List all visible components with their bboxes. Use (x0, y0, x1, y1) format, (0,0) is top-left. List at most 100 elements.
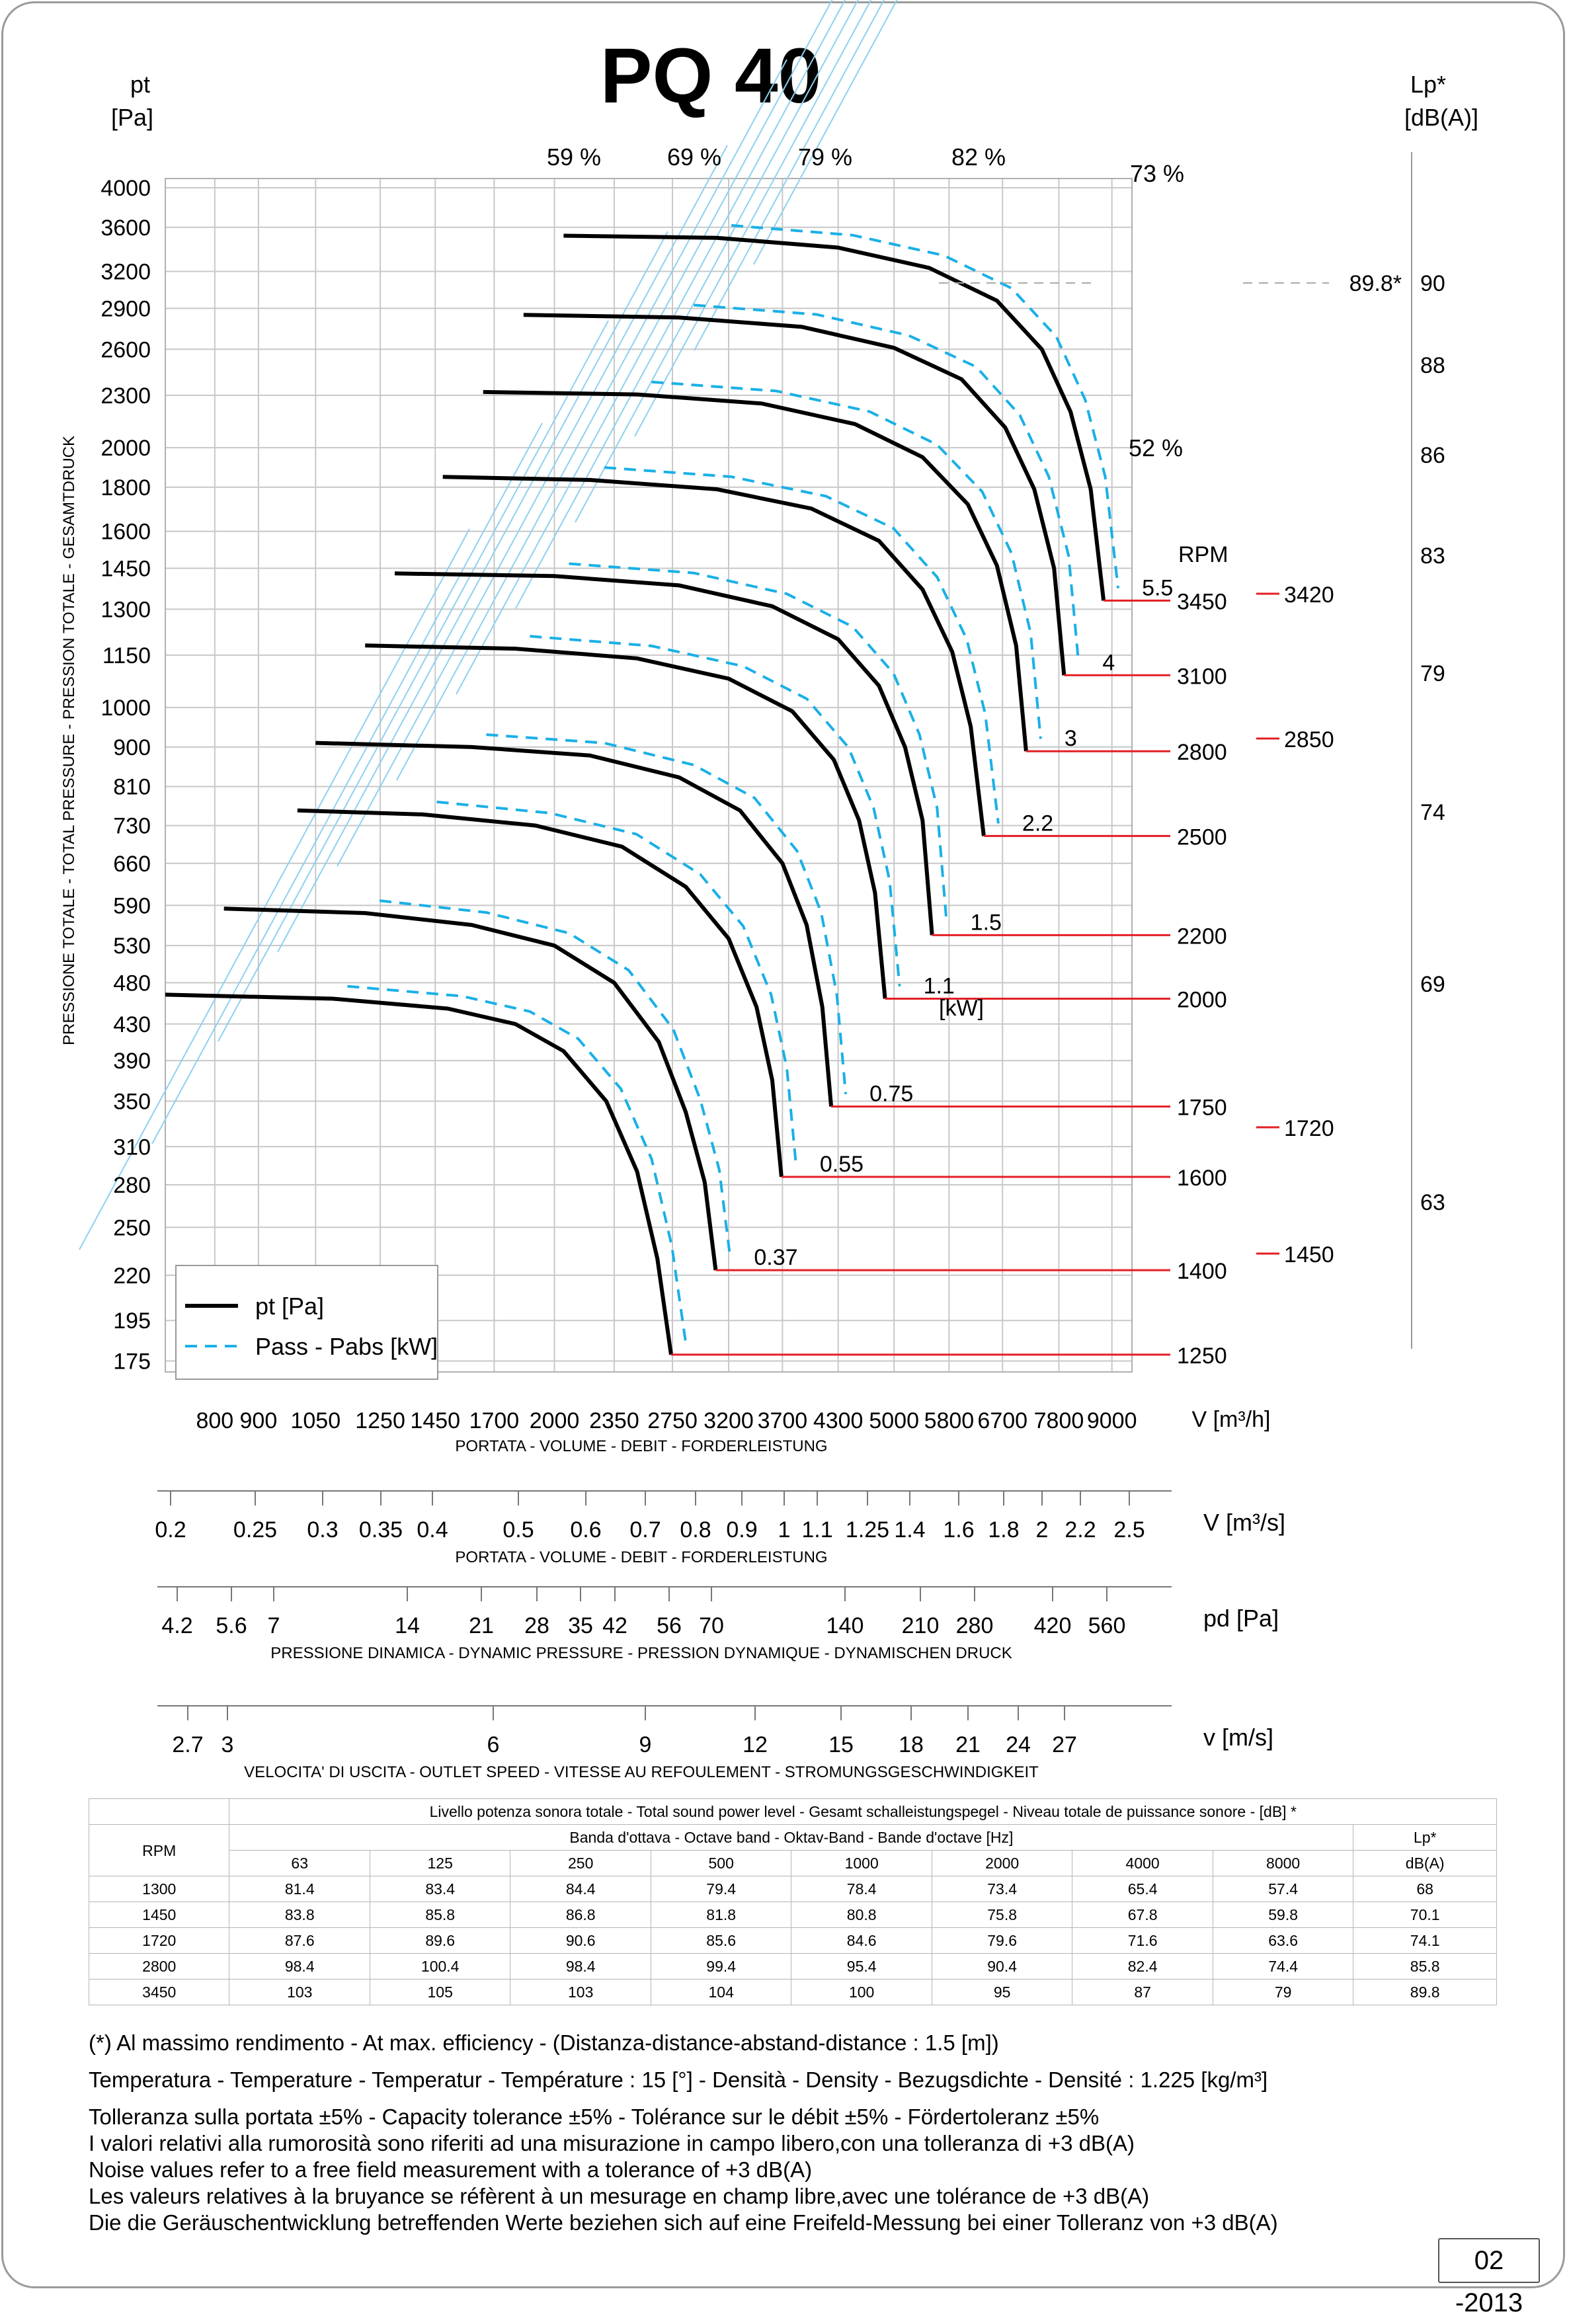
pt-curve (223, 906, 718, 1271)
efficiency-label: 69 % (667, 143, 721, 171)
power-curve (693, 303, 1080, 663)
pt-curve (165, 992, 673, 1355)
lp-tick-label: 63 (1420, 1190, 1445, 1215)
y-tick-label: 1800 (101, 475, 151, 501)
pt-curve (365, 643, 887, 999)
table-cell-rpm: 2800 (88, 1953, 230, 1980)
power-curve (569, 562, 948, 923)
table-cell: 84.6 (791, 1927, 932, 1954)
secondary-tick-label: 35 (568, 1613, 593, 1638)
table-row: 2800 98.4 100.4 98.4 99.4 95.4 90.4 82.4 74.4 85.… (88, 1953, 1497, 1980)
table-cell: 86.8 (510, 1902, 651, 1928)
secondary-tick-label: 0.35 (359, 1517, 403, 1543)
y-tick-label: 250 (113, 1215, 151, 1240)
band-250: 250 (510, 1850, 651, 1876)
table-cell: 90.4 (931, 1953, 1073, 1980)
system-line (515, 0, 846, 609)
power-curve (651, 380, 1042, 739)
secondary-unit-label: pd [Pa] (1203, 1605, 1279, 1632)
rpm-label: 2200 (1177, 924, 1227, 949)
secondary-tick-label: 560 (1088, 1613, 1126, 1638)
lp-tick-label: 86 (1420, 443, 1445, 468)
pt-curve (523, 313, 1066, 676)
band-1000: 1000 (791, 1850, 932, 1876)
secondary-tick-label: 9 (639, 1732, 652, 1757)
table-cell: 90.6 (510, 1927, 651, 1954)
table-cell: 67.8 (1072, 1902, 1213, 1928)
secondary-tick-label: 420 (1034, 1613, 1072, 1638)
y-tick-label: 1600 (101, 520, 151, 545)
x-tick-label: 3200 (704, 1408, 754, 1433)
efficiency-label: 82 % (951, 143, 1006, 171)
pt-curve (297, 808, 784, 1178)
table-cell-rpm: 3450 (88, 1979, 230, 2005)
pt-curve (394, 571, 934, 936)
x-tick-label: 9000 (1087, 1408, 1137, 1433)
secondary-tick-label: 70 (699, 1613, 724, 1638)
table-cell: 63.6 (1212, 1927, 1354, 1954)
secondary-tick-label: 14 (395, 1613, 420, 1638)
system-line (575, 0, 859, 523)
rpm-label: 3100 (1177, 664, 1227, 689)
secondary-tick-label: 0.9 (726, 1517, 757, 1543)
secondary-tick-label: 1.4 (894, 1517, 925, 1543)
secondary-tick-label: 140 (826, 1613, 864, 1638)
lp-header: Lp* (1353, 1824, 1497, 1851)
sound-power-table: Livello potenza sonora totale - Total so… (88, 1798, 1497, 2005)
power-label: 1.1 (924, 974, 955, 999)
pt-curve (442, 475, 986, 836)
table-cell: 95.4 (791, 1953, 932, 1980)
power-label: 0.75 (869, 1082, 913, 1107)
lp-unit-label: Lp* (1410, 71, 1446, 98)
performance-chart: PQ 40 59 % 69 % 79 % 82 %73 %52 % 12500.371… (60, 0, 1478, 1781)
note-noise-de: Die die Geräuschentwicklung betreffenden… (89, 2210, 1278, 2235)
table-cell: 85.8 (1353, 1953, 1497, 1980)
notes: (*) Al massimo rendimento - At max. effi… (89, 2030, 1510, 2236)
band-8000: 8000 (1212, 1850, 1354, 1876)
y-tick-label: 660 (113, 852, 151, 877)
rpm-header: RPM (88, 1824, 230, 1876)
table-row: 1300 81.4 83.4 84.4 79.4 78.4 73.4 65.4 57.4 68 (88, 1876, 1497, 1902)
x-tick-label: 4300 (813, 1408, 864, 1433)
power-curve (604, 466, 1000, 824)
table-cell: 79.4 (650, 1876, 792, 1902)
lp-tick-label: 90 (1420, 271, 1445, 296)
secondary-axis-label: VELOCITA' DI USCITA - OUTLET SPEED - VIT… (244, 1763, 1039, 1781)
lp-tick-label: 83 (1420, 543, 1445, 569)
note-conditions: Temperatura - Temperature - Temperatur -… (89, 2067, 1268, 2092)
power-unit-label: [kW] (939, 996, 984, 1021)
power-curve (731, 223, 1120, 588)
secondary-tick-label: 0.2 (155, 1517, 186, 1543)
power-label: 1.5 (971, 910, 1002, 935)
pt-curve (315, 741, 834, 1107)
plot-border (165, 178, 1133, 1373)
system-line (151, 422, 543, 1144)
system-line (694, 0, 885, 351)
secondary-tick-label: 2.7 (172, 1732, 203, 1757)
secondary-tick-label: 5.6 (216, 1613, 247, 1638)
table-cell: 65.4 (1072, 1876, 1213, 1902)
lp-unit: dB(A) (1353, 1850, 1497, 1876)
secondary-tick-label: 2.5 (1113, 1517, 1145, 1543)
table-cell-rpm: 1720 (88, 1927, 230, 1954)
x-tick-label: 7800 (1034, 1408, 1084, 1433)
x-tick-label: 2000 (530, 1408, 580, 1433)
y-tick-label: 350 (113, 1089, 151, 1114)
power-label: 4 (1102, 650, 1115, 675)
note-noise-fr: Les valeurs relatives à la bruyance se r… (89, 2184, 1150, 2208)
pt-curve (483, 389, 1028, 752)
table-cell: 89.8 (1353, 1979, 1497, 2005)
y-tick-label: 810 (113, 775, 151, 800)
y-tick-label: 730 (113, 814, 151, 839)
secondary-tick-label: 0.25 (233, 1517, 277, 1543)
table-cell: 78.4 (791, 1876, 932, 1902)
band-500: 500 (650, 1850, 792, 1876)
band-63: 63 (229, 1850, 370, 1876)
power-curve (436, 800, 797, 1165)
secondary-tick-label: 3 (221, 1732, 234, 1757)
y-tick-label: 280 (113, 1173, 151, 1198)
y-tick-label: 1300 (101, 597, 151, 622)
y-tick-label: 1450 (101, 556, 151, 581)
table-cell: 75.8 (931, 1902, 1073, 1928)
table-cell: 95 (931, 1979, 1073, 2005)
